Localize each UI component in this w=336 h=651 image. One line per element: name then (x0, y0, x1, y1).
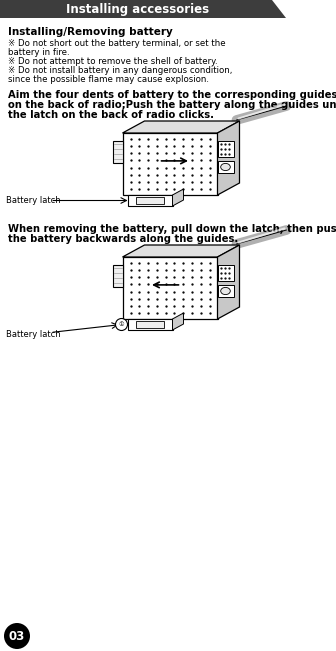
Polygon shape (217, 161, 234, 173)
Polygon shape (127, 195, 172, 206)
Polygon shape (172, 313, 183, 330)
Text: the battery backwards along the guides.: the battery backwards along the guides. (8, 234, 238, 244)
Polygon shape (217, 265, 234, 281)
Polygon shape (217, 285, 234, 297)
Text: ※ Do not attempt to remove the shell of battery.: ※ Do not attempt to remove the shell of … (8, 57, 218, 66)
Circle shape (4, 623, 30, 649)
Polygon shape (123, 257, 217, 319)
Ellipse shape (221, 287, 230, 295)
Polygon shape (123, 245, 240, 257)
Text: Installing/Removing battery: Installing/Removing battery (8, 27, 173, 37)
Text: on the back of radio;Push the battery along the guides until: on the back of radio;Push the battery al… (8, 100, 336, 110)
Polygon shape (217, 121, 240, 195)
Text: 03: 03 (9, 630, 25, 643)
Polygon shape (123, 121, 240, 133)
Polygon shape (217, 141, 234, 157)
Text: ※ Do not short out the battery terminal, or set the: ※ Do not short out the battery terminal,… (8, 39, 226, 48)
Text: Installing accessories: Installing accessories (67, 3, 210, 16)
Polygon shape (127, 319, 172, 330)
Text: When removing the battery, pull down the latch, then push: When removing the battery, pull down the… (8, 224, 336, 234)
Polygon shape (123, 133, 217, 195)
Polygon shape (217, 245, 240, 319)
Polygon shape (113, 265, 123, 287)
Text: the latch on the back of radio clicks.: the latch on the back of radio clicks. (8, 110, 214, 120)
Polygon shape (113, 141, 123, 163)
Text: since the possible flame may cause explosion.: since the possible flame may cause explo… (8, 75, 209, 84)
Polygon shape (172, 189, 183, 206)
Ellipse shape (221, 163, 230, 171)
Text: Battery latch: Battery latch (6, 330, 60, 339)
Text: battery in fire.: battery in fire. (8, 48, 70, 57)
Text: ①: ① (119, 322, 124, 327)
Text: Aim the four dents of battery to the corresponding guides: Aim the four dents of battery to the cor… (8, 90, 336, 100)
Polygon shape (0, 0, 286, 18)
Text: Battery latch: Battery latch (6, 196, 60, 205)
Circle shape (116, 318, 127, 331)
Polygon shape (135, 321, 164, 328)
Polygon shape (135, 197, 164, 204)
Text: ※ Do not install battery in any dangerous condition,: ※ Do not install battery in any dangerou… (8, 66, 233, 75)
